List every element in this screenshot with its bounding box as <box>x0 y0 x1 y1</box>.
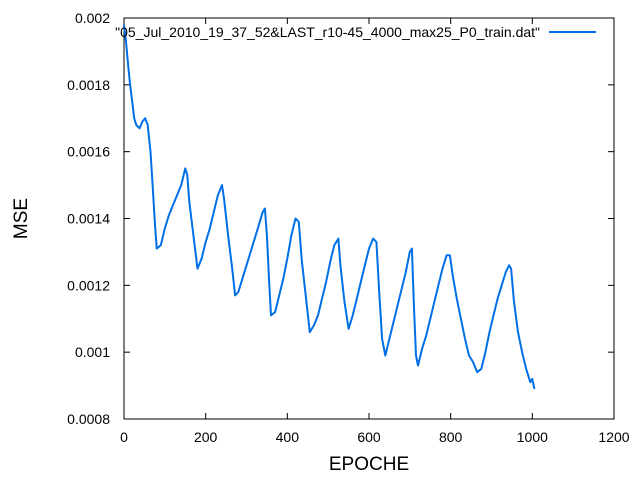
y-tick-label: 0.0016 <box>67 144 110 160</box>
y-tick-label: 0.0018 <box>67 77 110 93</box>
x-tick-label: 200 <box>194 429 218 445</box>
y-axis: 0.0008 0.001 0.0012 0.0014 0.0016 0.0018 0.002 <box>67 10 614 427</box>
y-tick-label: 0.0014 <box>67 211 110 227</box>
legend-series-label: "05_Jul_2010_19_37_52&LAST_r10-45_4000_m… <box>115 24 540 40</box>
legend: "05_Jul_2010_19_37_52&LAST_r10-45_4000_m… <box>115 24 596 40</box>
x-axis: 0 200 400 600 800 1000 1200 <box>120 18 630 445</box>
y-tick-label: 0.0012 <box>67 277 110 293</box>
y-tick-label: 0.002 <box>75 10 110 26</box>
y-tick-label: 0.001 <box>75 344 110 360</box>
x-tick-label: 800 <box>439 429 463 445</box>
x-tick-label: 600 <box>357 429 381 445</box>
y-axis-title: MSE <box>11 198 32 239</box>
x-tick-label: 400 <box>276 429 300 445</box>
x-axis-title: EPOCHE <box>329 454 409 475</box>
x-tick-label: 1200 <box>598 429 629 445</box>
series-layer <box>123 24 536 390</box>
x-tick-label: 1000 <box>517 429 548 445</box>
y-tick-label: 0.0008 <box>67 411 110 427</box>
series-line <box>123 24 536 390</box>
x-tick-label: 0 <box>120 429 128 445</box>
